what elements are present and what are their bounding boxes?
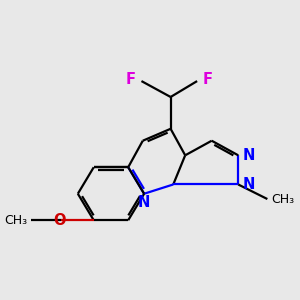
Text: N: N	[243, 148, 255, 163]
Text: CH₃: CH₃	[4, 214, 28, 227]
Text: CH₃: CH₃	[271, 193, 295, 206]
Text: O: O	[53, 213, 65, 228]
Text: F: F	[203, 72, 213, 87]
Text: F: F	[126, 72, 136, 87]
Text: N: N	[243, 177, 255, 192]
Text: N: N	[138, 195, 150, 210]
